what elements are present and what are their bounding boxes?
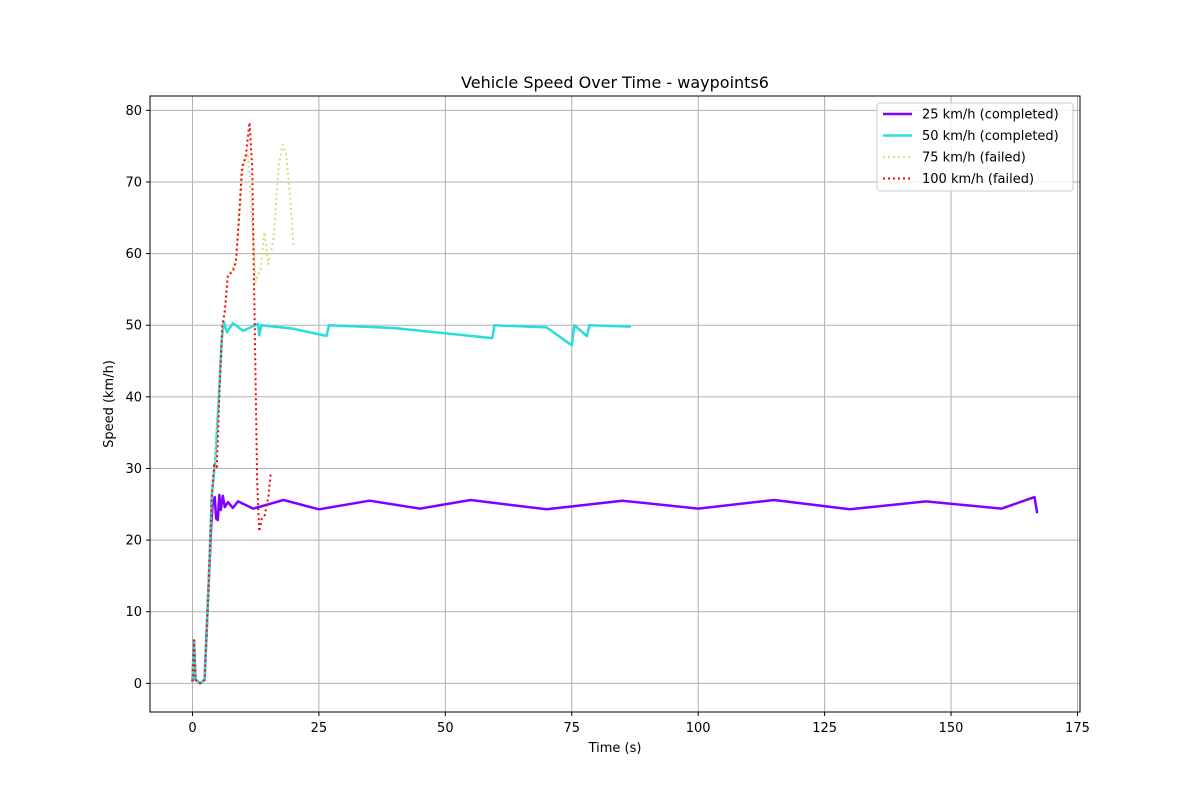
x-tick-label: 0 [188, 721, 196, 736]
x-tick-label: 25 [311, 721, 328, 736]
legend: 25 km/h (completed) 50 km/h (completed) 75… [876, 102, 1074, 192]
series-layer [191, 121, 1039, 685]
y-tick-label: 50 [125, 319, 142, 334]
plot-frame [149, 95, 1081, 713]
y-tick-label: 80 [125, 104, 142, 119]
x-tick-label: 125 [812, 721, 837, 736]
x-axis: 0 25 50 75 100 125 150 175 [188, 712, 1090, 736]
legend-label: 75 km/h (failed) [922, 151, 1026, 166]
y-tick-label: 60 [125, 247, 142, 262]
legend-box [876, 102, 1074, 192]
y-tick-label: 10 [125, 605, 142, 620]
y-tick-label: 30 [125, 462, 142, 477]
y-axis-label: Speed (km/h) [102, 360, 117, 448]
y-tick-label: 40 [125, 390, 142, 405]
legend-label: 25 km/h (completed) [922, 108, 1059, 123]
x-tick-label: 150 [939, 721, 964, 736]
y-tick-label: 0 [134, 677, 142, 692]
y-tick-label: 70 [125, 175, 142, 190]
x-tick-label: 100 [686, 721, 711, 736]
x-tick-label: 175 [1065, 721, 1090, 736]
y-tick-label: 20 [125, 534, 142, 549]
x-tick-label: 75 [563, 721, 580, 736]
chart-title: Vehicle Speed Over Time - waypoints6 [461, 73, 769, 92]
legend-label: 50 km/h (completed) [922, 129, 1059, 144]
legend-label: 100 km/h (failed) [922, 172, 1034, 187]
y-axis: 0 10 20 30 40 50 60 70 80 [125, 104, 150, 692]
x-axis-label: Time (s) [588, 741, 642, 756]
x-tick-label: 50 [437, 721, 454, 736]
